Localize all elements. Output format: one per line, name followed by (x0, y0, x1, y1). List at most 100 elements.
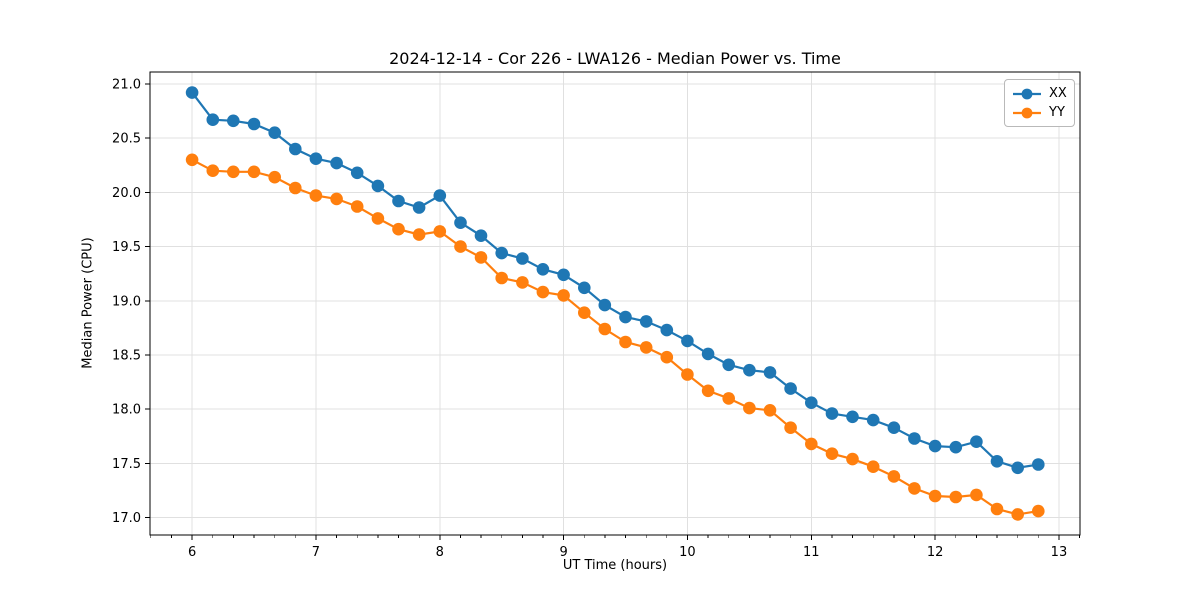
data-point (227, 165, 240, 179)
x-tick-label: 6 (188, 545, 196, 560)
data-point (825, 407, 839, 420)
y-tick-label: 17.5 (112, 457, 141, 472)
data-point (928, 489, 942, 503)
data-point (247, 165, 261, 179)
data-point (578, 281, 591, 295)
data-point (970, 435, 983, 449)
data-point (557, 289, 570, 302)
data-point (763, 404, 777, 417)
data-point (639, 315, 653, 328)
data-point (454, 216, 467, 229)
data-point (908, 432, 921, 445)
data-point (846, 410, 859, 424)
data-point (371, 212, 385, 225)
data-point (681, 334, 694, 348)
data-point (763, 366, 777, 379)
legend-line-sample-yy (1013, 107, 1041, 118)
y-axis-label: Median Power (CPU) (80, 237, 96, 369)
data-point (949, 490, 963, 504)
series-xx (185, 86, 1045, 475)
data-point (392, 194, 405, 208)
data-point (247, 117, 261, 131)
data-point (887, 421, 901, 435)
tick-labels: 6 7 8 9 10 11 12 13 17.0 17.5 18.0 18.5 19.0 19.5 20.0… (112, 77, 1067, 560)
chart-title: 2024-12-14 - Cor 226 - LWA126 - Median P… (389, 49, 841, 68)
data-point (309, 152, 323, 165)
data-point (660, 350, 674, 364)
plot-border (149, 71, 1081, 536)
data-point (743, 363, 756, 377)
data-point (289, 181, 302, 195)
data-point (454, 240, 467, 253)
data-point (887, 470, 901, 483)
series-yy-line (191, 158, 1039, 516)
series-xx-line (191, 91, 1039, 469)
data-point (206, 164, 220, 177)
x-tick-label: 8 (436, 545, 444, 560)
data-point (1032, 458, 1045, 471)
data-point (330, 192, 343, 206)
data-point (433, 225, 447, 238)
data-point (701, 384, 715, 398)
y-tick-label: 18.5 (112, 349, 141, 364)
data-point (350, 166, 364, 180)
x-axis-label: UT Time (hours) (562, 558, 668, 573)
data-point (866, 413, 880, 427)
x-tick-label: 7 (312, 545, 320, 560)
data-point (990, 502, 1004, 516)
data-point (908, 482, 921, 495)
y-tick-label: 17.0 (112, 511, 141, 526)
data-point (433, 189, 447, 202)
data-point (701, 347, 715, 361)
data-point (805, 437, 818, 451)
data-point (350, 200, 364, 213)
legend-item-yy: YY (1012, 103, 1067, 122)
x-tick-label: 10 (679, 545, 696, 560)
legend-label-xx: XX (1049, 86, 1067, 101)
data-point (330, 156, 343, 170)
data-point (268, 126, 282, 139)
y-tick-label: 19.5 (112, 240, 141, 255)
data-point (1032, 504, 1045, 518)
data-point (309, 189, 323, 202)
y-tick-label: 20.5 (112, 132, 141, 147)
data-point (619, 310, 632, 324)
data-point (784, 421, 797, 435)
y-tick-label: 18.0 (112, 403, 141, 418)
data-point (227, 114, 240, 128)
x-tick-label: 11 (803, 545, 820, 560)
data-point (289, 142, 302, 156)
data-point (371, 179, 385, 193)
data-point (1011, 461, 1024, 475)
data-point (846, 452, 859, 466)
data-point (784, 382, 797, 395)
data-point (598, 298, 612, 312)
legend-item-xx: XX (1012, 84, 1067, 103)
legend: XX YY (1004, 79, 1075, 127)
data-point (970, 488, 983, 502)
data-point (722, 358, 735, 372)
series-yy (185, 153, 1045, 521)
data-point (536, 263, 550, 276)
y-tick-label: 20.0 (112, 186, 141, 201)
data-point (516, 276, 529, 289)
data-point (185, 86, 199, 99)
data-point (990, 455, 1004, 468)
data-point (825, 447, 839, 461)
data-point (660, 323, 674, 337)
y-tick-label: 21.0 (112, 77, 141, 92)
x-tick-label: 13 (1051, 545, 1068, 560)
data-point (392, 222, 405, 236)
gridlines (150, 72, 1080, 535)
y-tick-label: 19.0 (112, 294, 141, 309)
data-point (866, 460, 880, 474)
data-point (578, 306, 591, 320)
data-point (412, 201, 426, 214)
data-point (681, 368, 694, 381)
data-point (639, 341, 653, 354)
data-point (619, 335, 632, 349)
axes (145, 71, 1081, 540)
data-point (474, 229, 488, 242)
